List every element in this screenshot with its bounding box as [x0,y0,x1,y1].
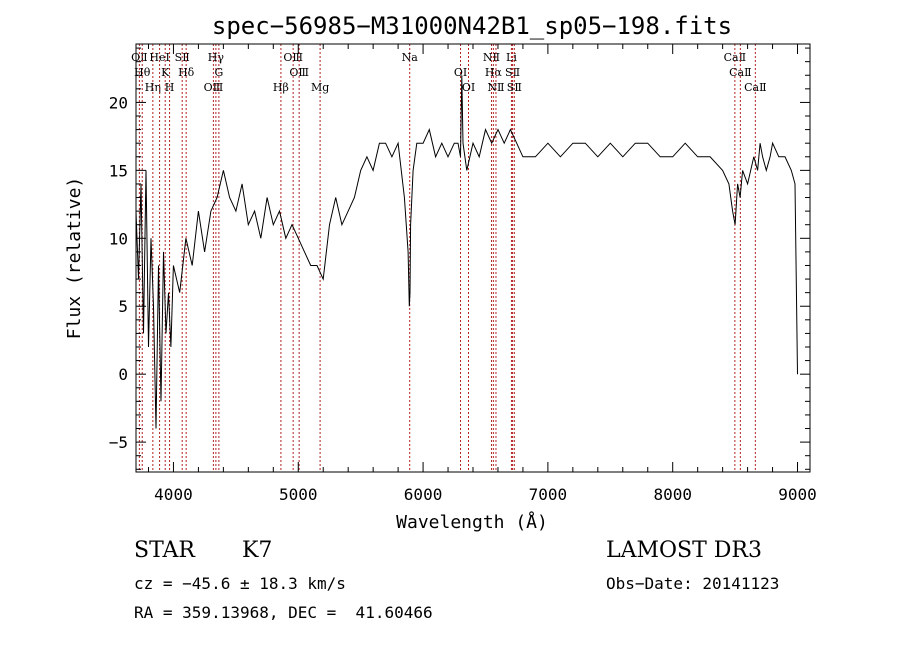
line-marker-label: H [165,81,175,94]
line-marker-label: NⅡ [487,81,504,94]
line-marker-label: Na [402,51,419,64]
line-marker-label: OⅡ [131,51,148,64]
object-class: STAR [134,538,195,563]
line-marker-label: Hβ [273,81,289,94]
line-marker-label: HeⅠ [149,51,169,64]
line-marker-label: Hη [145,81,161,94]
line-marker-label: K [161,66,170,79]
x-tick-label: 4000 [154,485,193,504]
x-axis-label: Wavelength (Å) [396,511,548,533]
coordinates-text: RA = 359.13968, DEC = 41.60466 [134,603,433,622]
y-tick-label: 15 [109,161,128,180]
plot-frame [135,43,811,473]
y-tick-label: 20 [109,93,128,112]
line-marker-label: Hγ [208,51,225,64]
chart-title: spec−56985−M31000N42B1_sp05−198.fits [212,12,732,40]
survey-name: LAMOST DR3 [606,538,762,563]
line-marker-label: OⅢ [204,81,224,94]
line-marker-label: CaⅡ [744,81,766,94]
line-marker-label: OⅢ [283,51,303,64]
line-marker-label: Hθ [134,66,151,79]
x-tick-label: 7000 [529,485,568,504]
obs-date-text: Obs−Date: 20141123 [606,574,780,593]
y-tick-label: 0 [118,365,128,384]
x-tick-label: 6000 [404,485,443,504]
y-axis-label: Flux (relative) [64,177,85,340]
line-marker-label: SⅡ [505,66,520,79]
line-marker-label: Hα [485,66,503,79]
plot-area: OⅡHθHηHeⅠKHSⅡHδOⅢHγGHβOⅢOⅢMgNaOⅠOⅠNⅡHαNⅡ… [109,43,817,504]
x-tick-label: 8000 [653,485,692,504]
line-marker-label: NⅡ [483,51,500,64]
redshift-text: cz = −45.6 ± 18.3 km/s [134,574,346,593]
x-tick-label: 5000 [279,485,318,504]
line-marker-label: SⅡ [175,51,190,64]
y-tick-label: 10 [109,229,128,248]
line-marker-label: Mg [311,81,329,94]
y-tick-label: −5 [109,433,128,452]
line-marker-label: SⅡ [507,81,522,94]
object-subclass: K7 [242,538,273,563]
line-marker-label: G [214,66,223,79]
line-marker-label: CaⅡ [724,51,746,64]
x-tick-label: 9000 [778,485,817,504]
line-marker-label: OⅠ [462,81,475,94]
line-marker-label: CaⅡ [729,66,751,79]
line-marker-label: OⅠ [454,66,467,79]
line-marker-label: Hδ [178,66,195,79]
y-tick-label: 5 [118,297,128,316]
line-marker-label: Li [506,51,517,64]
spectrum-line [135,75,798,429]
line-marker-label: OⅢ [289,66,309,79]
